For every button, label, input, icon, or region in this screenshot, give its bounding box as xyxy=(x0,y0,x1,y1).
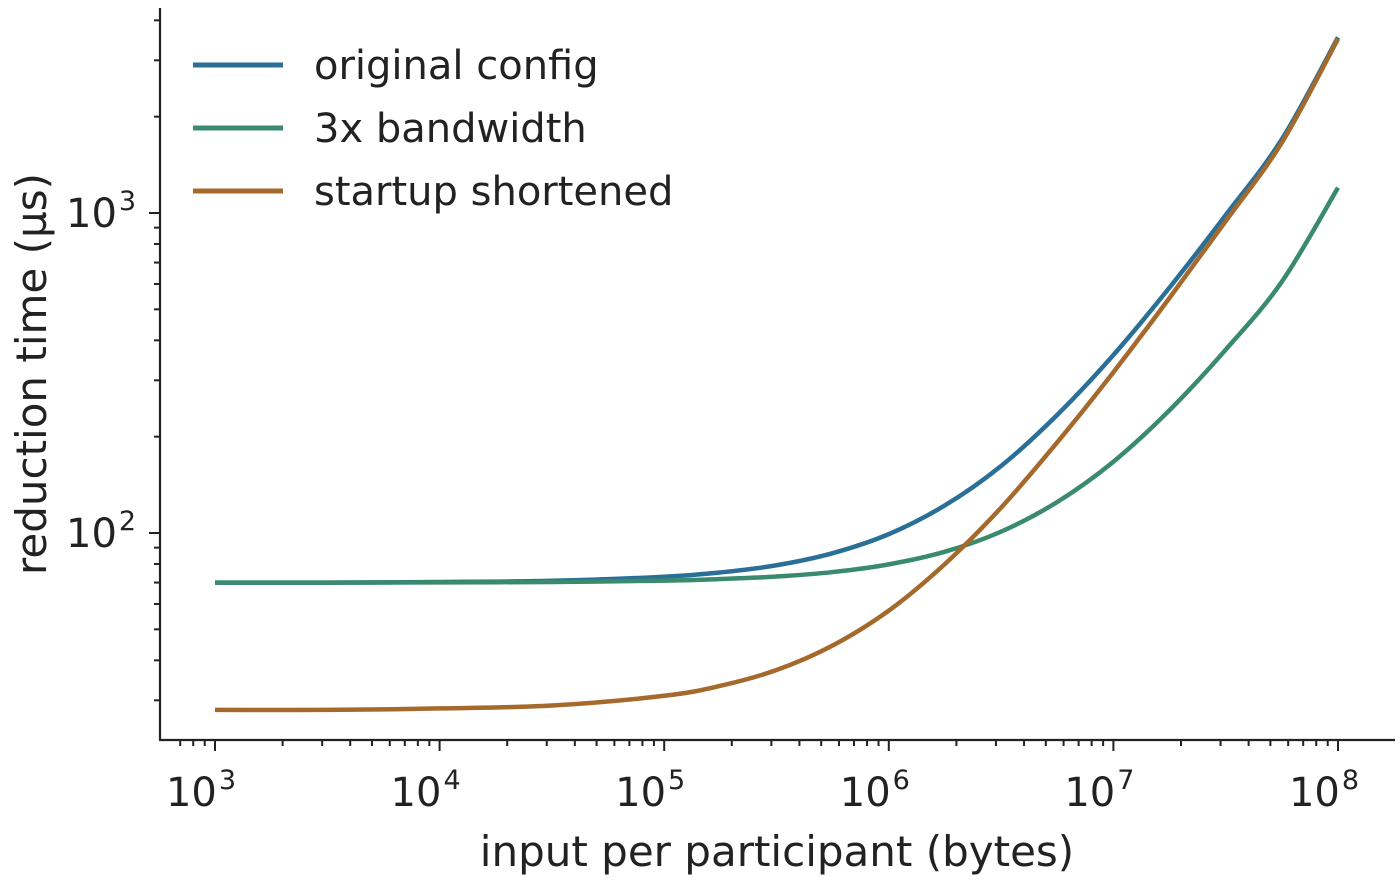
legend: original config 3x bandwidth startup short… xyxy=(193,43,673,215)
y-tick-exponent: 3 xyxy=(119,186,136,217)
x-axis-label: input per participant (bytes) xyxy=(480,827,1074,876)
y-tick-label: 103 xyxy=(66,186,136,237)
series-line-2 xyxy=(214,186,1340,585)
ticks-layer: 103 104 105 106 107 108 102 103 xyxy=(66,19,1359,816)
x-tick-label: 105 xyxy=(615,765,685,816)
x-tick-exponent: 4 xyxy=(443,765,460,796)
series-layer xyxy=(214,36,1340,713)
y-tick-label: 102 xyxy=(66,506,136,557)
legend-label-3: startup shortened xyxy=(314,169,673,215)
x-tick-label: 106 xyxy=(840,765,910,816)
x-tick-label: 107 xyxy=(1064,765,1134,816)
x-tick-label: 103 xyxy=(166,765,236,816)
x-tick-exponent: 3 xyxy=(219,765,236,796)
series-line-3 xyxy=(214,37,1340,713)
x-tick-label: 108 xyxy=(1289,765,1359,816)
y-axis-label: reduction time (µs) xyxy=(7,173,56,575)
x-tick-label: 104 xyxy=(391,765,461,816)
legend-label-2: 3x bandwidth xyxy=(314,106,587,152)
y-tick-exponent: 2 xyxy=(119,506,136,537)
x-tick-exponent: 7 xyxy=(1117,765,1134,796)
legend-label-1: original config xyxy=(314,43,599,89)
x-tick-exponent: 8 xyxy=(1342,765,1359,796)
x-tick-exponent: 5 xyxy=(668,765,685,796)
x-tick-exponent: 6 xyxy=(893,765,910,796)
